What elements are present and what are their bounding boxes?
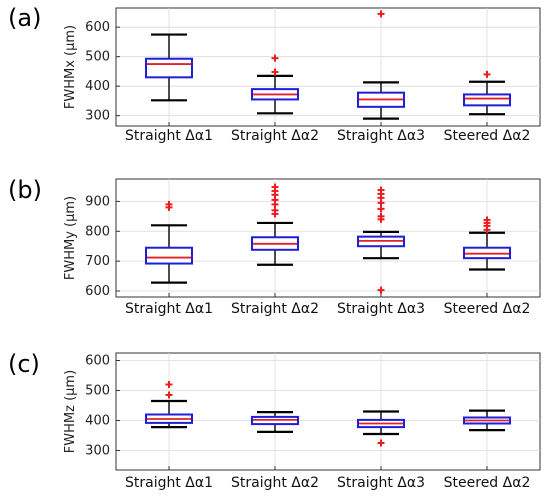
category-label: Straight Δα1 [125, 301, 213, 317]
outlier-marker [271, 68, 279, 76]
box-1 [251, 54, 299, 115]
box-iqr [463, 93, 511, 107]
box-1 [251, 183, 299, 266]
box-3 [463, 70, 511, 116]
panel-b: 600 700 800 900 Straight Δα1 Straight Δα2 Stra… [8, 176, 541, 317]
box-2 [357, 186, 405, 294]
category-label: Straight Δα3 [337, 128, 425, 144]
box-iqr [145, 57, 193, 79]
panel-label: (b) [8, 176, 42, 204]
category-label: Straight Δα1 [125, 475, 213, 491]
panel-c: 300 400 500 600 Straight Δα1 Straight Δα2 Stra… [8, 350, 541, 491]
category-label: Steered Δα2 [444, 128, 531, 144]
box-1 [251, 411, 299, 433]
category-label: Steered Δα2 [444, 301, 531, 317]
y-tick-label: 300 [85, 444, 110, 459]
category-label: Straight Δα2 [231, 128, 319, 144]
y-tick-label: 500 [85, 384, 110, 399]
panel-label: (a) [8, 4, 41, 32]
box-iqr [145, 246, 193, 265]
box-0 [145, 200, 193, 284]
box-0 [145, 381, 193, 429]
outlier-marker [483, 216, 491, 224]
outlier-marker [377, 439, 385, 447]
category-label: Straight Δα3 [337, 301, 425, 317]
box-2 [357, 10, 405, 120]
outlier-marker [165, 381, 173, 388]
plot-area [115, 178, 541, 298]
y-tick-label: 300 [85, 109, 110, 124]
box-0 [145, 33, 193, 102]
y-tick-label: 600 [85, 284, 110, 299]
outlier-marker [271, 183, 279, 191]
y-tick-label: 700 [85, 254, 110, 269]
outlier-marker [271, 54, 279, 62]
y-axis-label: FWHMz (µm) [63, 370, 78, 453]
category-label: Steered Δα2 [444, 475, 531, 491]
outlier-marker [165, 391, 173, 399]
outlier-marker [377, 212, 385, 220]
y-tick-label: 500 [85, 50, 110, 65]
y-axis-label: FWHMy (µm) [63, 196, 78, 280]
y-tick-label: 900 [85, 194, 110, 209]
category-label: Straight Δα2 [231, 301, 319, 317]
y-axis-label: FWHMx (µm) [63, 25, 78, 109]
y-tick-label: 600 [85, 354, 110, 369]
box-3 [463, 216, 511, 271]
y-tick-label: 400 [85, 414, 110, 429]
category-label: Straight Δα3 [337, 475, 425, 491]
box-2 [357, 410, 405, 447]
outlier-marker [377, 186, 385, 194]
outlier-marker [377, 286, 385, 294]
y-tick-label: 400 [85, 79, 110, 94]
outlier-marker [271, 206, 279, 214]
y-tick-label: 600 [85, 20, 110, 35]
outlier-marker [483, 70, 491, 78]
y-tick-label: 800 [85, 224, 110, 239]
panel-a: 300 400 500 600 Straight Δα1 Straight Δα2 Stra… [8, 4, 541, 144]
panel-label: (c) [8, 350, 40, 378]
outlier-marker [377, 205, 385, 213]
box-3 [463, 409, 511, 432]
category-label: Straight Δα1 [125, 128, 213, 144]
category-label: Straight Δα2 [231, 475, 319, 491]
outlier-marker [377, 10, 385, 18]
outlier-marker [165, 200, 173, 208]
